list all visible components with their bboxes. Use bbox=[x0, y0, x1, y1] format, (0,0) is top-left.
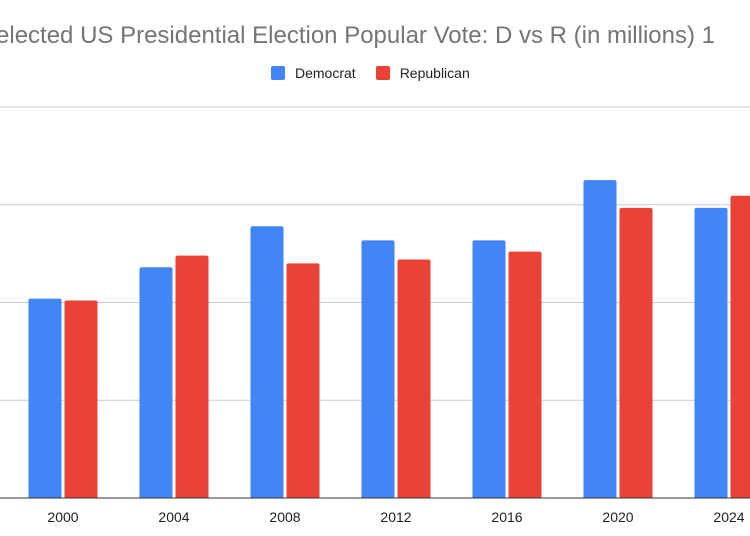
chart-title: Selected US Presidential Election Popula… bbox=[0, 22, 715, 49]
x-tick-label-2024: 2024 bbox=[713, 509, 744, 525]
bar-republican-2020 bbox=[619, 207, 653, 499]
legend-swatch-democrat bbox=[271, 66, 285, 80]
x-tick-label-2004: 2004 bbox=[158, 509, 189, 525]
x-tick-label-2012: 2012 bbox=[380, 509, 411, 525]
legend-label-republican: Republican bbox=[399, 65, 470, 81]
bars bbox=[28, 180, 750, 499]
legend-swatch-republican bbox=[375, 66, 390, 80]
legend-item-democrat: Democrat bbox=[271, 65, 356, 81]
bar-democrat-2000 bbox=[28, 298, 62, 498]
x-tick-label-2020: 2020 bbox=[602, 509, 633, 525]
bar-republican-2000 bbox=[64, 300, 98, 498]
bar-republican-2008 bbox=[286, 263, 320, 498]
x-tick-label-2008: 2008 bbox=[269, 509, 300, 525]
bar-democrat-2012 bbox=[361, 240, 395, 498]
bar-republican-2016 bbox=[508, 251, 542, 498]
legend-label-democrat: Democrat bbox=[295, 65, 356, 81]
legend-item-republican: Republican bbox=[375, 65, 470, 81]
x-tick-label-2000: 2000 bbox=[47, 509, 78, 525]
legend: Democrat Republican bbox=[271, 65, 490, 81]
bar-republican-2012 bbox=[397, 259, 431, 498]
bar-republican-2004 bbox=[175, 255, 209, 498]
bar-democrat-2008 bbox=[250, 226, 284, 498]
bar-democrat-2004 bbox=[139, 267, 173, 498]
bar-democrat-2020 bbox=[583, 180, 617, 498]
bar-democrat-2016 bbox=[472, 240, 506, 498]
bar-democrat-2024 bbox=[694, 207, 728, 499]
bar-republican-2024 bbox=[730, 195, 750, 498]
x-tick-label-2016: 2016 bbox=[491, 509, 522, 525]
x-axis: 2000 2004 2008 2012 2016 2020 2024 bbox=[0, 497, 750, 525]
